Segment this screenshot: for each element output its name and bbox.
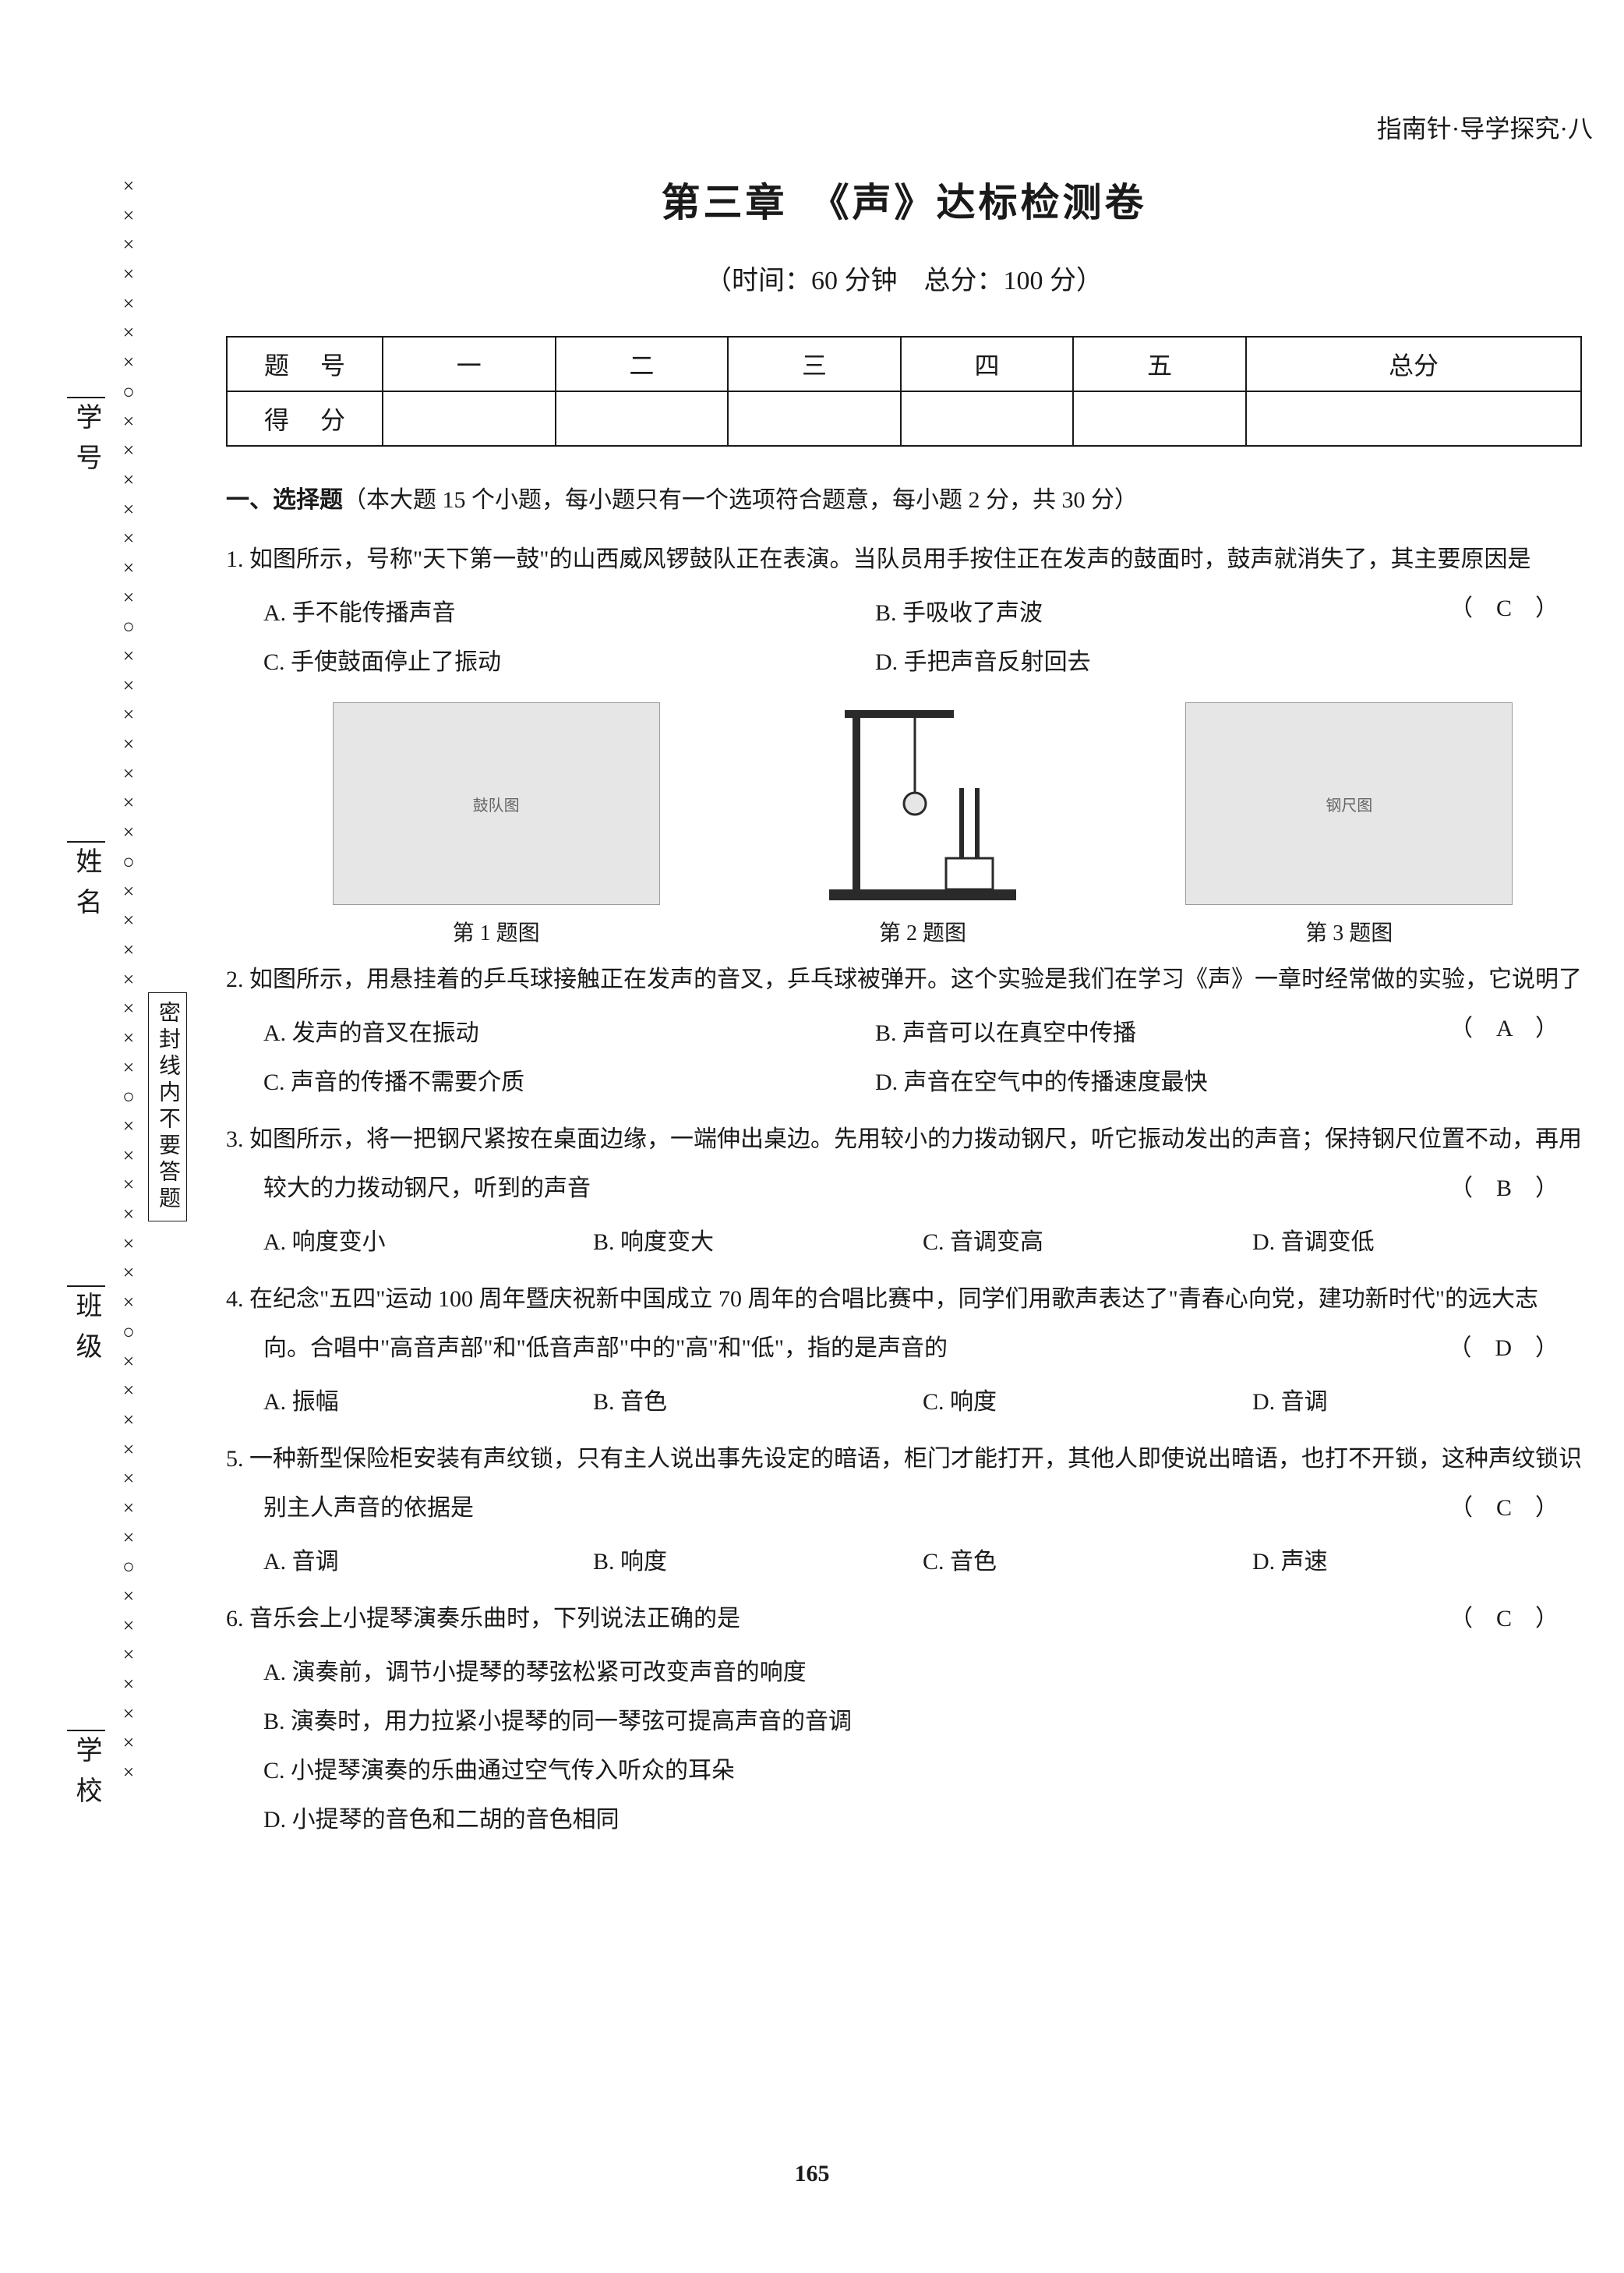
q1-options: A. 手不能传播声音 B. 手吸收了声波 C. 手使鼓面停止了振动 D. 手把声… <box>226 589 1487 687</box>
score-header: 总分 <box>1246 337 1581 391</box>
q1-number: 1. <box>226 546 244 572</box>
figure-row: 鼓队图 第 1 题图 第 2 题图 钢尺图 第 3 题图 <box>263 702 1582 947</box>
exam-subtitle: （时间：60 分钟 总分：100 分） <box>226 259 1582 297</box>
q1-answer: （ C ） <box>1487 584 1559 633</box>
figure-1: 鼓队图 第 1 题图 <box>333 702 660 947</box>
q2-options: A. 发声的音叉在振动 B. 声音可以在真空中传播 C. 声音的传播不需要介质 … <box>226 1009 1487 1107</box>
label-school: 学校 <box>67 1730 105 1817</box>
label-student-id: 学号 <box>67 397 105 484</box>
q3-opt-b: B. 响度变大 <box>593 1218 923 1267</box>
q4-text: 在纪念"五四"运动 100 周年暨庆祝新中国成立 70 周年的合唱比赛中，同学们… <box>249 1286 1538 1361</box>
q3-number: 3. <box>226 1126 244 1152</box>
q2-opt-b: B. 声音可以在真空中传播 <box>875 1009 1487 1058</box>
q4-opt-b: B. 音色 <box>593 1377 923 1426</box>
question-2: 2. 如图所示，用悬挂着的乒乓球接触正在发声的音叉，乒乓球被弹开。这个实验是我们… <box>226 955 1582 1004</box>
figure-1-image: 鼓队图 <box>333 702 660 905</box>
score-header: 二 <box>556 337 729 391</box>
q1-opt-b: B. 手吸收了声波 <box>875 589 1487 638</box>
q2-text: 如图所示，用悬挂着的乒乓球接触正在发声的音叉，乒乓球被弹开。这个实验是我们在学习… <box>249 967 1582 992</box>
score-header: 题号 <box>227 337 383 391</box>
score-header: 一 <box>383 337 556 391</box>
q2-answer: （ A ） <box>1487 1004 1559 1053</box>
question-6: 6. 音乐会上小提琴演奏乐曲时，下列说法正确的是 （ C ） <box>226 1594 1582 1643</box>
table-row: 题号 一 二 三 四 五 总分 <box>227 337 1581 391</box>
header-breadcrumb: 指南针·导学探究·八 <box>1377 109 1593 145</box>
q1-opt-a: A. 手不能传播声音 <box>263 589 875 638</box>
q3-opt-c: C. 音调变高 <box>923 1218 1252 1267</box>
q4-options: A. 振幅 B. 音色 C. 响度 D. 音调 <box>226 1377 1582 1426</box>
figure-2: 第 2 题图 <box>798 702 1047 947</box>
figure-1-caption: 第 1 题图 <box>453 916 540 947</box>
q5-opt-a: A. 音调 <box>263 1537 593 1586</box>
score-cell[interactable] <box>383 391 556 446</box>
q6-text: 音乐会上小提琴演奏乐曲时，下列说法正确的是 <box>249 1606 740 1631</box>
q6-answer: （ C ） <box>1487 1594 1559 1643</box>
q1-opt-d: D. 手把声音反射回去 <box>875 638 1487 687</box>
q2-opt-c: C. 声音的传播不需要介质 <box>263 1058 875 1107</box>
exam-title: 第三章 《声》达标检测卷 <box>226 171 1582 228</box>
section-1-title: 一、选择题 <box>226 487 343 513</box>
q3-options: A. 响度变小 B. 响度变大 C. 音调变高 D. 音调变低 <box>226 1218 1582 1267</box>
q4-opt-a: A. 振幅 <box>263 1377 593 1426</box>
q6-options: A. 演奏前，调节小提琴的琴弦松紧可改变声音的响度 B. 演奏时，用力拉紧小提琴… <box>226 1648 1582 1844</box>
q4-number: 4. <box>226 1286 244 1312</box>
score-cell[interactable] <box>1246 391 1581 446</box>
page-content: 第三章 《声》达标检测卷 （时间：60 分钟 总分：100 分） 题号 一 二 … <box>226 171 1582 1852</box>
question-3: 3. 如图所示，将一把钢尺紧按在桌面边缘，一端伸出桌边。先用较小的力拨动钢尺，听… <box>226 1115 1582 1213</box>
q6-opt-a: A. 演奏前，调节小提琴的琴弦松紧可改变声音的响度 <box>263 1648 1582 1697</box>
question-1: 1. 如图所示，号称"天下第一鼓"的山西威风锣鼓队正在表演。当队员用手按住正在发… <box>226 535 1582 584</box>
q3-answer: （ B ） <box>1487 1164 1559 1213</box>
score-cell: 得分 <box>227 391 383 446</box>
q5-answer: （ C ） <box>1487 1483 1559 1532</box>
q4-opt-d: D. 音调 <box>1252 1377 1582 1426</box>
q4-answer: （ D ） <box>1485 1324 1559 1373</box>
q2-number: 2. <box>226 967 244 992</box>
q6-opt-b: B. 演奏时，用力拉紧小提琴的同一琴弦可提高声音的音调 <box>263 1697 1582 1746</box>
q3-opt-d: D. 音调变低 <box>1252 1218 1582 1267</box>
q5-options: A. 音调 B. 响度 C. 音色 D. 声速 <box>226 1537 1582 1586</box>
score-cell[interactable] <box>556 391 729 446</box>
q5-opt-c: C. 音色 <box>923 1537 1252 1586</box>
q3-text: 如图所示，将一把钢尺紧按在桌面边缘，一端伸出桌边。先用较小的力拨动钢尺，听它振动… <box>249 1126 1582 1201</box>
page-number: 165 <box>0 2161 1624 2187</box>
q6-opt-c: C. 小提琴演奏的乐曲通过空气传入听众的耳朵 <box>263 1746 1582 1795</box>
score-header: 三 <box>728 337 901 391</box>
q2-opt-a: A. 发声的音叉在振动 <box>263 1009 875 1058</box>
label-class: 班级 <box>67 1285 105 1373</box>
q1-opt-c: C. 手使鼓面停止了振动 <box>263 638 875 687</box>
q6-number: 6. <box>226 1606 244 1631</box>
q4-opt-c: C. 响度 <box>923 1377 1252 1426</box>
q3-opt-a: A. 响度变小 <box>263 1218 593 1267</box>
question-4: 4. 在纪念"五四"运动 100 周年暨庆祝新中国成立 70 周年的合唱比赛中，… <box>226 1274 1582 1373</box>
score-header: 四 <box>901 337 1074 391</box>
figure-2-caption: 第 2 题图 <box>879 916 966 947</box>
score-header: 五 <box>1073 337 1246 391</box>
q5-opt-b: B. 响度 <box>593 1537 923 1586</box>
q5-number: 5. <box>226 1446 244 1472</box>
q2-opt-d: D. 声音在空气中的传播速度最快 <box>875 1058 1487 1107</box>
q6-opt-d: D. 小提琴的音色和二胡的音色相同 <box>263 1795 1582 1844</box>
figure-3-image: 钢尺图 <box>1185 702 1513 905</box>
label-name: 姓名 <box>67 841 105 928</box>
q1-text: 如图所示，号称"天下第一鼓"的山西威风锣鼓队正在表演。当队员用手按住正在发声的鼓… <box>249 546 1531 572</box>
section-1-heading: 一、选择题（本大题 15 个小题，每小题只有一个选项符合题意，每小题 2 分，共… <box>226 478 1582 522</box>
q5-opt-d: D. 声速 <box>1252 1537 1582 1586</box>
section-1-desc: （本大题 15 个小题，每小题只有一个选项符合题意，每小题 2 分，共 30 分… <box>343 487 1138 513</box>
figure-2-image <box>798 702 1047 905</box>
score-cell[interactable] <box>901 391 1074 446</box>
q5-text: 一种新型保险柜安装有声纹锁，只有主人说出事先设定的暗语，柜门才能打开，其他人即使… <box>249 1446 1582 1521</box>
score-table: 题号 一 二 三 四 五 总分 得分 <box>226 336 1582 447</box>
score-cell[interactable] <box>1073 391 1246 446</box>
score-cell[interactable] <box>728 391 901 446</box>
table-row: 得分 <box>227 391 1581 446</box>
figure-3: 钢尺图 第 3 题图 <box>1185 702 1513 947</box>
question-5: 5. 一种新型保险柜安装有声纹锁，只有主人说出事先设定的暗语，柜门才能打开，其他… <box>226 1434 1582 1532</box>
figure-3-caption: 第 3 题图 <box>1305 916 1393 947</box>
